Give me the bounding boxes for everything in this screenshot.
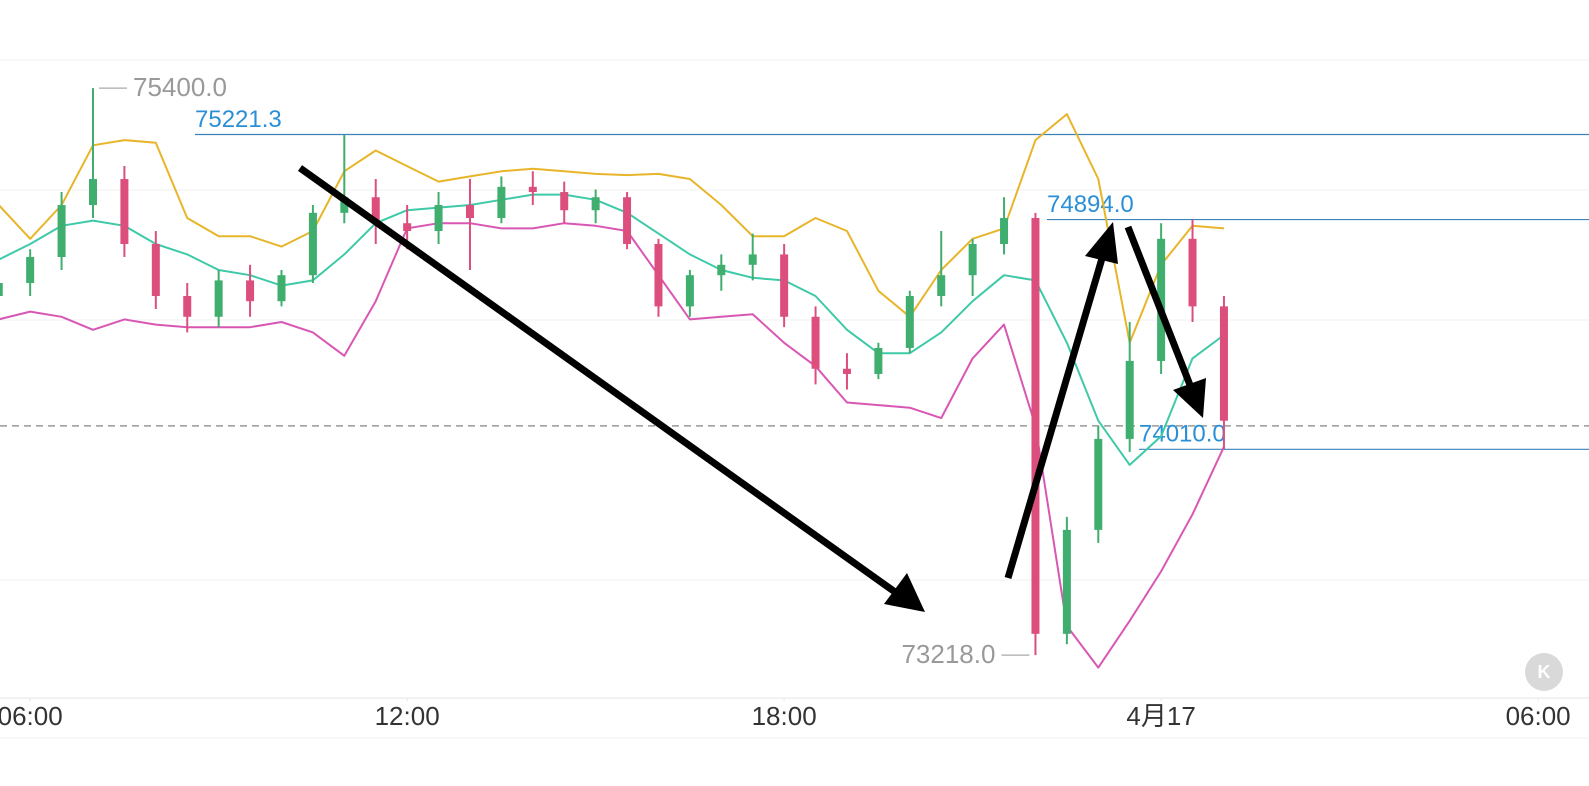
- k-button-bg[interactable]: [1525, 653, 1563, 691]
- candle-body: [183, 295, 192, 317]
- x-tick-label: 12:00: [375, 701, 440, 731]
- candle-body: [497, 186, 506, 219]
- candle-body: [623, 197, 632, 245]
- candle-body: [1094, 438, 1103, 530]
- candle-body: [308, 212, 317, 276]
- candle-body: [1000, 218, 1009, 245]
- candle-body: [0, 282, 3, 296]
- candle-body: [88, 179, 97, 206]
- candle-body: [937, 275, 946, 296]
- candle-body: [214, 280, 223, 317]
- band-line: [0, 113, 1225, 344]
- candle-body: [811, 316, 820, 369]
- candle-body: [780, 254, 789, 317]
- candle-body: [1188, 238, 1197, 307]
- candle-body: [120, 179, 129, 245]
- candle-body: [1125, 360, 1134, 439]
- candle-body: [151, 244, 160, 296]
- x-tick-label: 18:00: [752, 701, 817, 731]
- x-tick-label: 4月17: [1126, 701, 1195, 731]
- candle-body: [591, 197, 600, 211]
- candle-body: [968, 244, 977, 276]
- arrows: [297, 165, 1206, 612]
- x-tick-label: 06:00: [1506, 701, 1571, 731]
- candle-body: [277, 275, 286, 302]
- grid: [0, 59, 1589, 739]
- candle-body: [340, 197, 349, 213]
- candle-body: [748, 254, 757, 265]
- level-label: 75221.3: [195, 106, 282, 133]
- extreme-label: 75400.0: [133, 72, 227, 102]
- k-button-label[interactable]: K: [1538, 662, 1551, 682]
- candle-body: [403, 223, 412, 232]
- candle-body: [905, 295, 914, 348]
- level-label: 74894.0: [1047, 191, 1134, 218]
- candle-body: [717, 264, 726, 276]
- candle-body: [654, 244, 663, 307]
- candle-body: [842, 368, 851, 374]
- candle-body: [528, 186, 537, 193]
- candle-body: [1219, 306, 1228, 421]
- plot: 06:00 12:00 18:00 4月17 06:0075221.374894.074…: [0, 72, 1589, 731]
- candle-body: [1157, 238, 1166, 361]
- band-line: [0, 193, 1225, 466]
- candle-body: [465, 205, 474, 219]
- candle-body: [1062, 529, 1071, 634]
- band-line: [0, 222, 1225, 669]
- x-tick-label: 06:00: [0, 701, 63, 731]
- candle-body: [371, 197, 380, 224]
- candle-body: [685, 275, 694, 307]
- candle-body: [26, 257, 35, 283]
- candle-body: [1031, 218, 1040, 634]
- candle-body: [874, 347, 883, 374]
- candle-body: [246, 280, 255, 302]
- extreme-label: 73218.0: [901, 639, 995, 669]
- candle-body: [57, 205, 66, 258]
- candle-body: [560, 192, 569, 211]
- candle-body: [434, 205, 443, 232]
- k-button[interactable]: K: [1525, 653, 1563, 691]
